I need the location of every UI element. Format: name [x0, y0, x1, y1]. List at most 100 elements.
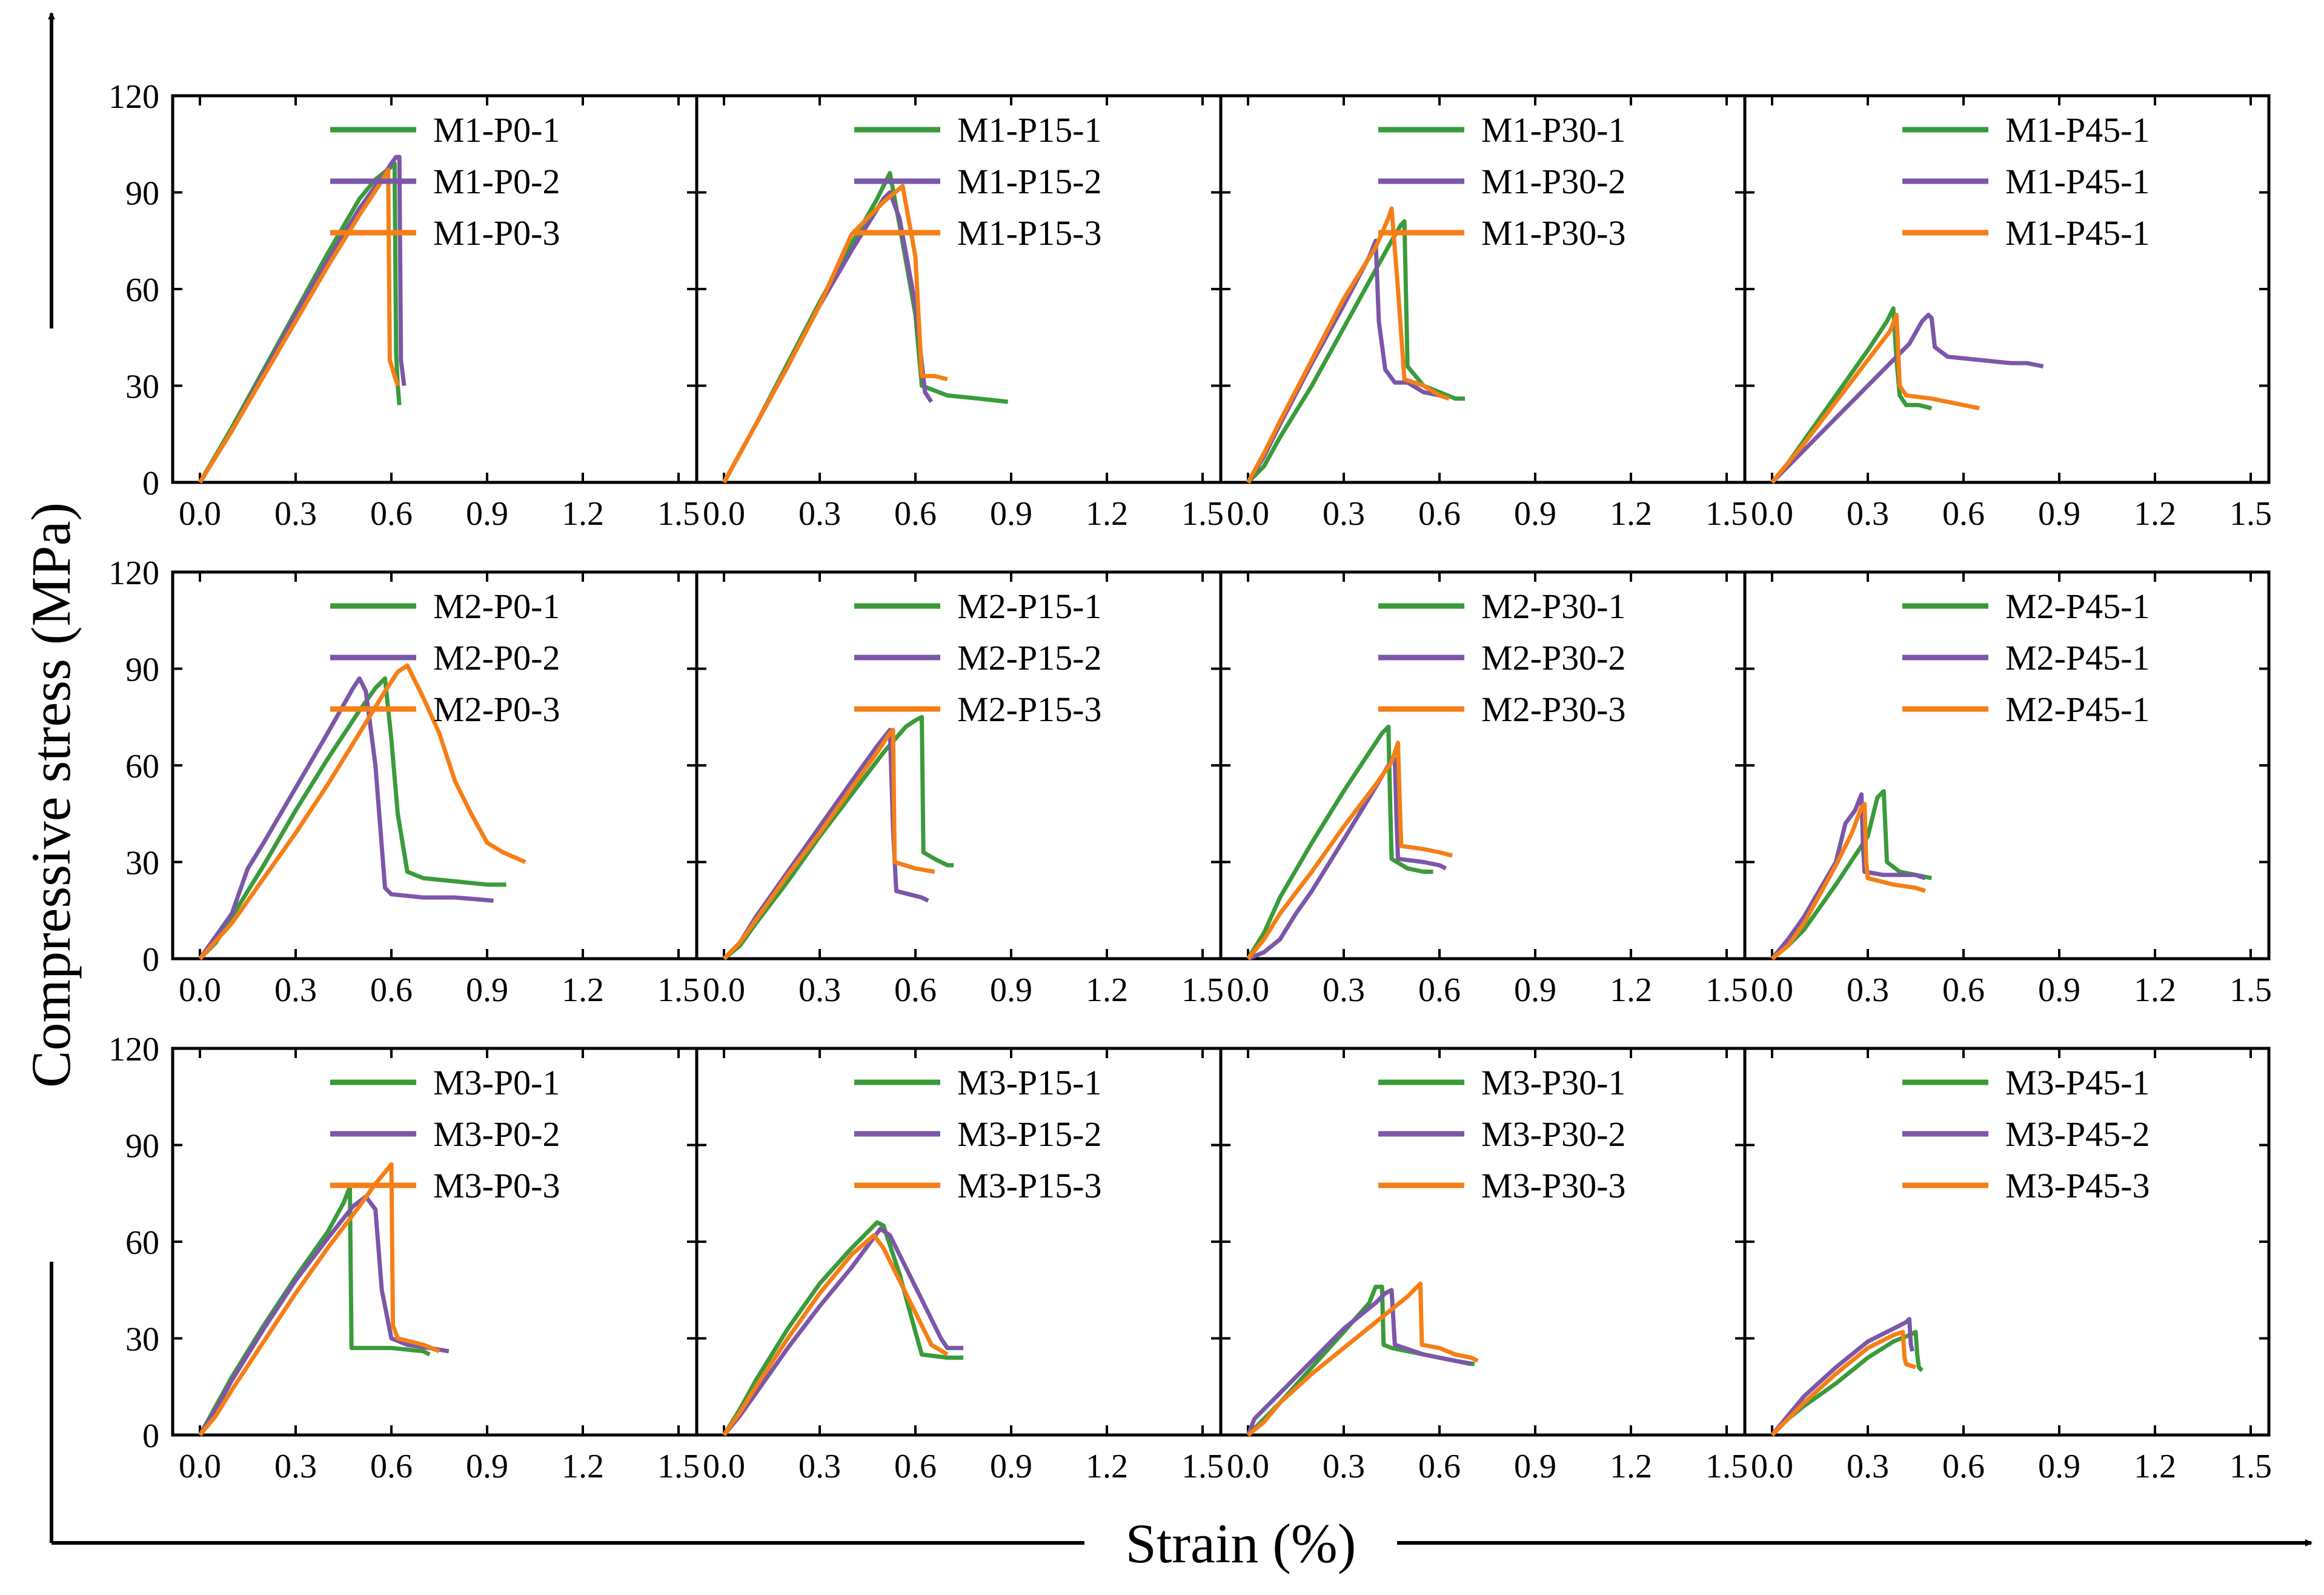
x-tick-label: 1.5	[2229, 971, 2272, 1009]
x-tick-label: 0.3	[798, 495, 841, 533]
legend-label: M3-P45-3	[2005, 1166, 2150, 1205]
series-line-1	[1246, 1284, 1475, 1437]
x-tick-label: 0.6	[1942, 971, 1985, 1009]
x-tick-label: 0.6	[894, 1448, 937, 1485]
x-axis-title: Strain (%)	[1126, 1513, 1356, 1574]
series-line-1	[722, 1220, 963, 1436]
legend-label: M2-P0-2	[433, 638, 560, 678]
y-tick-label: 30	[125, 368, 159, 406]
y-tick-label: 0	[142, 941, 159, 979]
x-tick-label: 0.3	[798, 971, 841, 1009]
x-tick-label: 0.3	[1847, 971, 1889, 1009]
x-tick-label: 0.9	[2038, 1448, 2080, 1485]
legend-label: M3-P0-1	[433, 1063, 560, 1102]
plot-frame	[1219, 570, 1747, 961]
legend-label: M1-P30-3	[1481, 213, 1625, 253]
panel-m1-p45: 0.0 0.3 0.6 0.9 1.2 1.5 M1-P45-1 M1-P45-1 M1-P45…	[1743, 94, 2272, 533]
panel-m1-p0: 0 30 60 90 120 0.0 0.3 0.6 0.9 1.2 1.5 M1-P0-1 M1-P0…	[108, 78, 700, 533]
plot-frame	[171, 94, 699, 484]
series-line-2	[1770, 313, 2044, 484]
legend-label: M1-P0-2	[433, 162, 560, 201]
y-tick-label: 30	[125, 845, 159, 882]
series-line-3	[1770, 802, 1926, 961]
y-tick-label: 0	[142, 1417, 159, 1455]
plot-frame	[1219, 94, 1747, 484]
legend-label: M2-P15-2	[957, 638, 1101, 678]
y-tick-label: 0	[142, 465, 159, 502]
x-tick-label: 1.5	[1181, 971, 1224, 1009]
x-tick-label: 0.0	[179, 495, 221, 533]
legend-label: M3-P45-1	[2005, 1063, 2150, 1102]
x-tick-label: 0.0	[1227, 971, 1269, 1009]
x-tick-label: 0.0	[1227, 1448, 1269, 1485]
y-tick-label: 60	[125, 271, 159, 309]
legend-label: M2-P45-1	[2005, 587, 2150, 626]
x-tick-label: 1.2	[1610, 1448, 1652, 1485]
legend-label: M2-P30-3	[1481, 690, 1625, 729]
y-tick-label: 60	[125, 1224, 159, 1262]
x-tick-label: 0.6	[370, 971, 413, 1009]
x-tick-label: 0.0	[179, 971, 221, 1009]
x-tick-label: 0.6	[1418, 495, 1461, 533]
x-tick-label: 0.3	[1323, 971, 1365, 1009]
x-tick-label: 1.2	[562, 495, 604, 533]
x-tick-label: 0.3	[1323, 495, 1365, 533]
series-line-1	[1770, 1330, 1924, 1437]
plot-frame	[695, 94, 1223, 484]
legend-label: M1-P0-3	[433, 213, 560, 253]
x-tick-label: 1.5	[1181, 1448, 1224, 1485]
y-tick-label: 60	[125, 748, 159, 785]
x-tick-label: 1.5	[1705, 1448, 1748, 1485]
series-line-3	[722, 184, 948, 484]
x-tick-label: 0.0	[1751, 971, 1793, 1009]
x-tick-label: 1.2	[2134, 971, 2176, 1009]
x-tick-label: 0.3	[274, 971, 317, 1009]
y-tick-label: 120	[108, 554, 159, 592]
legend-label: M2-P0-1	[433, 587, 560, 626]
series-line-1	[1770, 789, 1932, 961]
y-axis-title: Compressive stress (MPa)	[20, 502, 82, 1088]
x-tick-label: 0.6	[1418, 1448, 1461, 1485]
y-tick-label: 120	[108, 1031, 159, 1068]
x-tick-label: 1.5	[1181, 495, 1224, 533]
legend-label: M2-P45-1	[2005, 638, 2150, 678]
series-line-3	[1246, 206, 1450, 484]
series-line-3	[1770, 1330, 1917, 1437]
series-line-2	[722, 1227, 963, 1437]
x-tick-label: 0.0	[703, 971, 745, 1009]
series-line-1	[198, 676, 506, 961]
legend-label: M1-P15-2	[957, 162, 1101, 201]
plot-frame	[695, 1047, 1223, 1437]
series-line-2	[1770, 1317, 1915, 1437]
x-tick-label: 0.3	[274, 495, 317, 533]
x-tick-label: 0.6	[894, 495, 937, 533]
x-tick-label: 0.3	[274, 1448, 317, 1485]
x-tick-label: 0.0	[703, 1448, 745, 1485]
series-line-1	[1246, 219, 1466, 484]
legend-label: M1-P0-1	[433, 110, 560, 150]
x-tick-label: 0.3	[798, 1448, 841, 1485]
x-tick-label: 1.2	[1086, 1448, 1128, 1485]
x-tick-label: 0.6	[1942, 1448, 1985, 1485]
plot-frame	[171, 1047, 699, 1437]
x-tick-label: 1.2	[1086, 495, 1128, 533]
panel-m1-p30: 0.0 0.3 0.6 0.9 1.2 1.5 M1-P30-1 M1-P30-2 M1-P30…	[1219, 94, 1748, 533]
legend-label: M2-P45-1	[2005, 690, 2150, 729]
x-tick-label: 1.2	[2134, 1448, 2176, 1485]
series-line-2	[1770, 792, 1926, 961]
plot-frame	[171, 570, 699, 961]
x-tick-label: 0.9	[466, 1448, 508, 1485]
y-tick-label: 90	[125, 175, 159, 213]
legend-label: M1-P30-1	[1481, 110, 1625, 150]
x-tick-label: 0.0	[1751, 495, 1793, 533]
y-tick-label: 30	[125, 1321, 159, 1359]
panel-m3-p0: 0 30 60 90 120 0.0 0.3 0.6 0.9 1.2 1.5 M3-P0-1 M3-P0…	[108, 1031, 700, 1485]
legend-label: M1-P15-1	[957, 110, 1101, 150]
legend-label: M2-P30-1	[1481, 587, 1625, 626]
panel-m3-p15: 0.0 0.3 0.6 0.9 1.2 1.5 M3-P15-1 M3-P15-2 M3-P15…	[695, 1047, 1224, 1485]
series-line-3	[1246, 1281, 1479, 1437]
x-tick-label: 0.9	[1514, 971, 1556, 1009]
x-tick-label: 0.9	[2038, 971, 2080, 1009]
legend-label: M3-P30-2	[1481, 1114, 1625, 1154]
x-tick-label: 1.2	[562, 1448, 604, 1485]
